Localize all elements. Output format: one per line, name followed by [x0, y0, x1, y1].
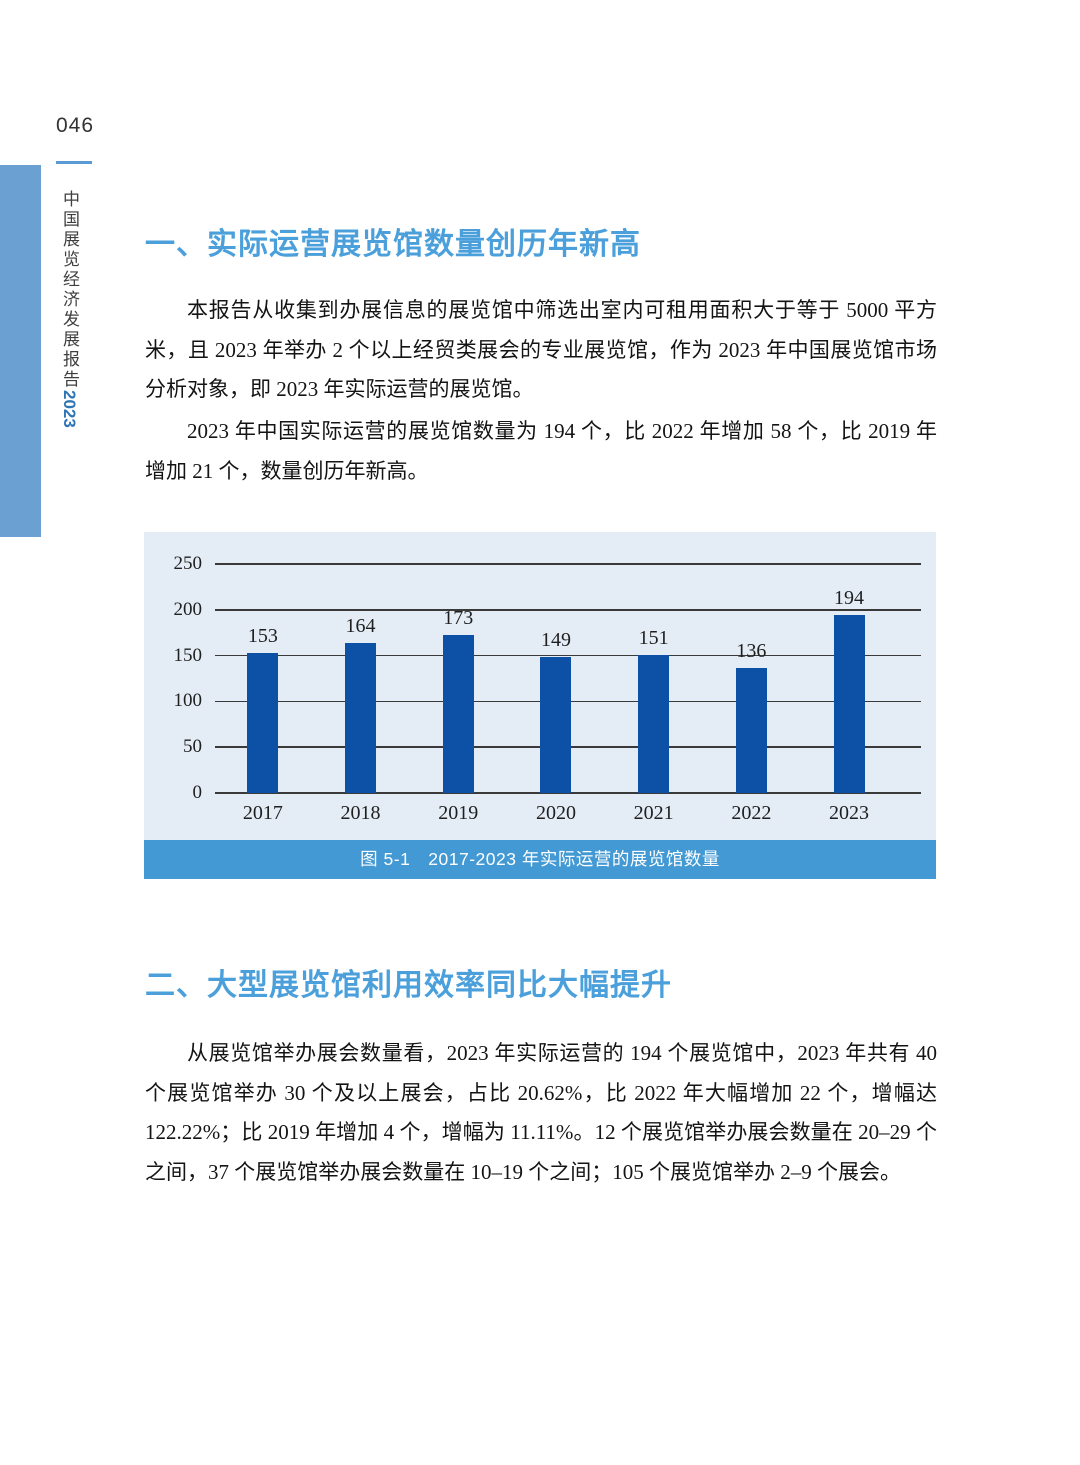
chart-y-tick-label: 250 — [173, 553, 203, 574]
chart-bar — [735, 668, 767, 793]
sidebar-decoration-bar — [0, 165, 41, 537]
chart-gridline — [215, 654, 921, 657]
chart-x-tick-label: 2017 — [242, 802, 283, 824]
chart-bar — [540, 656, 572, 793]
chart-y-tick-label: 100 — [173, 690, 203, 712]
page-number: 046 — [56, 114, 95, 137]
chart-bar — [442, 634, 474, 793]
chart-x-tick-label: 2020 — [535, 802, 576, 824]
chart-x-tick-label: 2023 — [829, 802, 870, 824]
chart-x-tick-label: 2022 — [731, 802, 772, 824]
chart-y-tick-label: 150 — [173, 644, 203, 666]
chart-bar-value: 164 — [345, 614, 376, 637]
chart-gridline — [215, 563, 921, 565]
chart-y-tick-label: 200 — [173, 598, 203, 620]
chart-bar — [638, 654, 670, 793]
chart-y-tick-label: 50 — [183, 736, 202, 758]
report-title-year: 2023 — [60, 390, 79, 428]
chart-bar — [247, 652, 279, 793]
page-number-rule — [56, 161, 92, 164]
section-1-paragraph-1: 本报告从收集到办展信息的展览馆中筛选出室内可租用面积大于等于 5000 平方米，… — [145, 298, 937, 401]
chart-bar-value: 173 — [443, 606, 474, 629]
report-title-text: 中国展览经济发展报告 — [60, 190, 79, 390]
chart-bar-value: 136 — [736, 640, 767, 663]
report-vertical-title: 中国展览经济发展报告2023 — [57, 190, 82, 450]
chart-caption-bar: 图 5-1 2017-2023 年实际运营的展览馆数量 — [144, 840, 936, 879]
chart-bar — [345, 642, 377, 793]
section-1-heading: 一、实际运营展览馆数量创历年新高 — [145, 228, 641, 261]
chart-bar-value: 153 — [247, 624, 278, 647]
chart-gridline — [215, 609, 921, 611]
section-2-heading: 二、大型展览馆利用效率同比大幅提升 — [145, 969, 672, 1002]
section-2-paragraph-1: 从展览馆举办展会数量看，2023 年实际运营的 194 个展览馆中，2023 年… — [145, 1041, 937, 1184]
chart-x-tick-label: 2021 — [633, 802, 674, 824]
chart-y-tick-label: 0 — [192, 782, 203, 803]
chart-bar-value: 194 — [834, 587, 865, 610]
chart-bar-value: 149 — [540, 628, 571, 651]
section-1-paragraph-2: 2023 年中国实际运营的展览馆数量为 194 个，比 2022 年增加 58 … — [145, 419, 937, 483]
chart-x-tick-label: 2018 — [340, 802, 381, 824]
chart-x-tick-label: 2019 — [438, 802, 479, 824]
chart-bar — [833, 615, 865, 793]
chart-bar-value: 151 — [638, 626, 669, 649]
chart-gridline — [215, 792, 921, 794]
bar-chart-panel: 0 50 100 150 200 250 153 2017 164 2018 173 2019 149 2… — [144, 532, 936, 840]
